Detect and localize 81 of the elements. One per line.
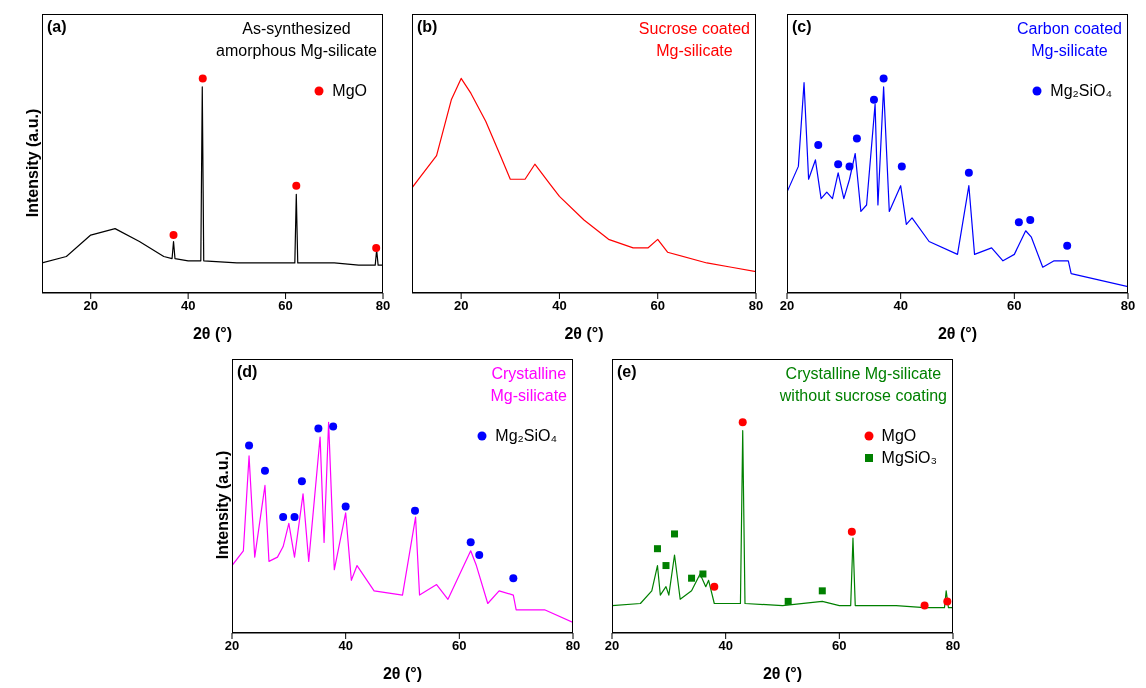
point (699, 570, 707, 578)
x-tick-label: 80 (1120, 298, 1136, 314)
point (341, 502, 350, 511)
x-tick-label: 20 (224, 638, 240, 654)
x-tick-label: 80 (565, 638, 581, 654)
point (260, 466, 269, 475)
point (245, 441, 254, 450)
point (869, 95, 878, 104)
chart-title: (c) (792, 18, 812, 36)
y-axis-title: Intensity (a.u.) (24, 108, 42, 217)
x-tick-label: 60 (278, 298, 293, 314)
chart-subtitle: Crystalline Mg-silicate (490, 364, 567, 406)
point (1014, 218, 1023, 227)
x-axis-title: 2θ (°) (937, 325, 978, 342)
chart-title: (b) (417, 18, 438, 36)
x-axis-title: 2θ (°) (564, 325, 604, 342)
x-tick-label: 60 (452, 638, 467, 654)
x-tick-label: 40 (893, 298, 908, 314)
point (411, 506, 419, 515)
legend-label: Mg₂SiO₄ (495, 427, 557, 445)
point (814, 140, 823, 149)
point (738, 418, 747, 427)
point (198, 74, 207, 83)
point (710, 582, 719, 591)
point (279, 513, 288, 522)
point (852, 134, 861, 143)
legend-label: MgO (332, 82, 367, 100)
x-axis-title: 2θ (°) (192, 325, 233, 342)
point (372, 243, 381, 252)
point (943, 597, 952, 606)
x-tick-label: 20 (83, 298, 98, 314)
x-tick-label: 40 (552, 298, 567, 314)
chart-subtitle: Crystalline Mg-silicate without sucrose coating (779, 364, 947, 406)
point (897, 162, 906, 171)
x-tick-label: 80 (945, 638, 961, 654)
x-tick-label: 40 (338, 638, 353, 654)
point (169, 231, 178, 240)
x-tick-label: 40 (718, 638, 733, 654)
point (653, 545, 661, 553)
point (920, 601, 929, 610)
point (847, 527, 856, 536)
point (879, 74, 888, 83)
x-tick-label: 80 (375, 298, 391, 314)
x-axis-title: 2θ (°) (762, 665, 803, 682)
chart-subtitle: As-synthesized amorphous Mg-silicate (216, 19, 377, 61)
point (509, 574, 518, 583)
x-tick-label: 80 (748, 298, 764, 314)
point (1026, 216, 1035, 225)
point (818, 587, 826, 595)
chart-subtitle: Sucrose coated Mg-silicate (638, 19, 750, 61)
point (314, 424, 323, 433)
x-tick-label: 20 (779, 298, 795, 314)
point (475, 551, 484, 560)
point (1063, 241, 1072, 250)
legend-label: Mg₂SiO₄ (1050, 82, 1112, 100)
legend-label: MgO (881, 427, 917, 445)
x-axis-title: 2θ (°) (382, 665, 423, 682)
legend-label: MgSiO₃ (881, 449, 937, 467)
x-tick-label: 60 (832, 638, 847, 654)
x-tick-label: 20 (453, 298, 469, 314)
chart-title: (d) (237, 363, 258, 381)
x-tick-label: 60 (1007, 298, 1022, 314)
x-tick-label: 60 (650, 298, 665, 314)
point (671, 530, 679, 538)
point (845, 162, 854, 171)
x-tick-label: 40 (180, 298, 196, 314)
y-axis-title: Intensity (a.u.) (214, 450, 232, 560)
point (292, 181, 301, 190)
point (329, 422, 338, 431)
chart-title: (a) (47, 18, 67, 36)
point (964, 168, 973, 177)
point (290, 513, 299, 522)
point (688, 574, 696, 582)
point (466, 538, 475, 547)
x-tick-label: 20 (604, 638, 620, 654)
chart-title: (e) (617, 363, 637, 381)
point (834, 160, 843, 169)
chart-subtitle: Carbon coated Mg-silicate (1017, 19, 1122, 61)
point (297, 477, 306, 486)
point (784, 597, 792, 605)
point (662, 562, 670, 570)
